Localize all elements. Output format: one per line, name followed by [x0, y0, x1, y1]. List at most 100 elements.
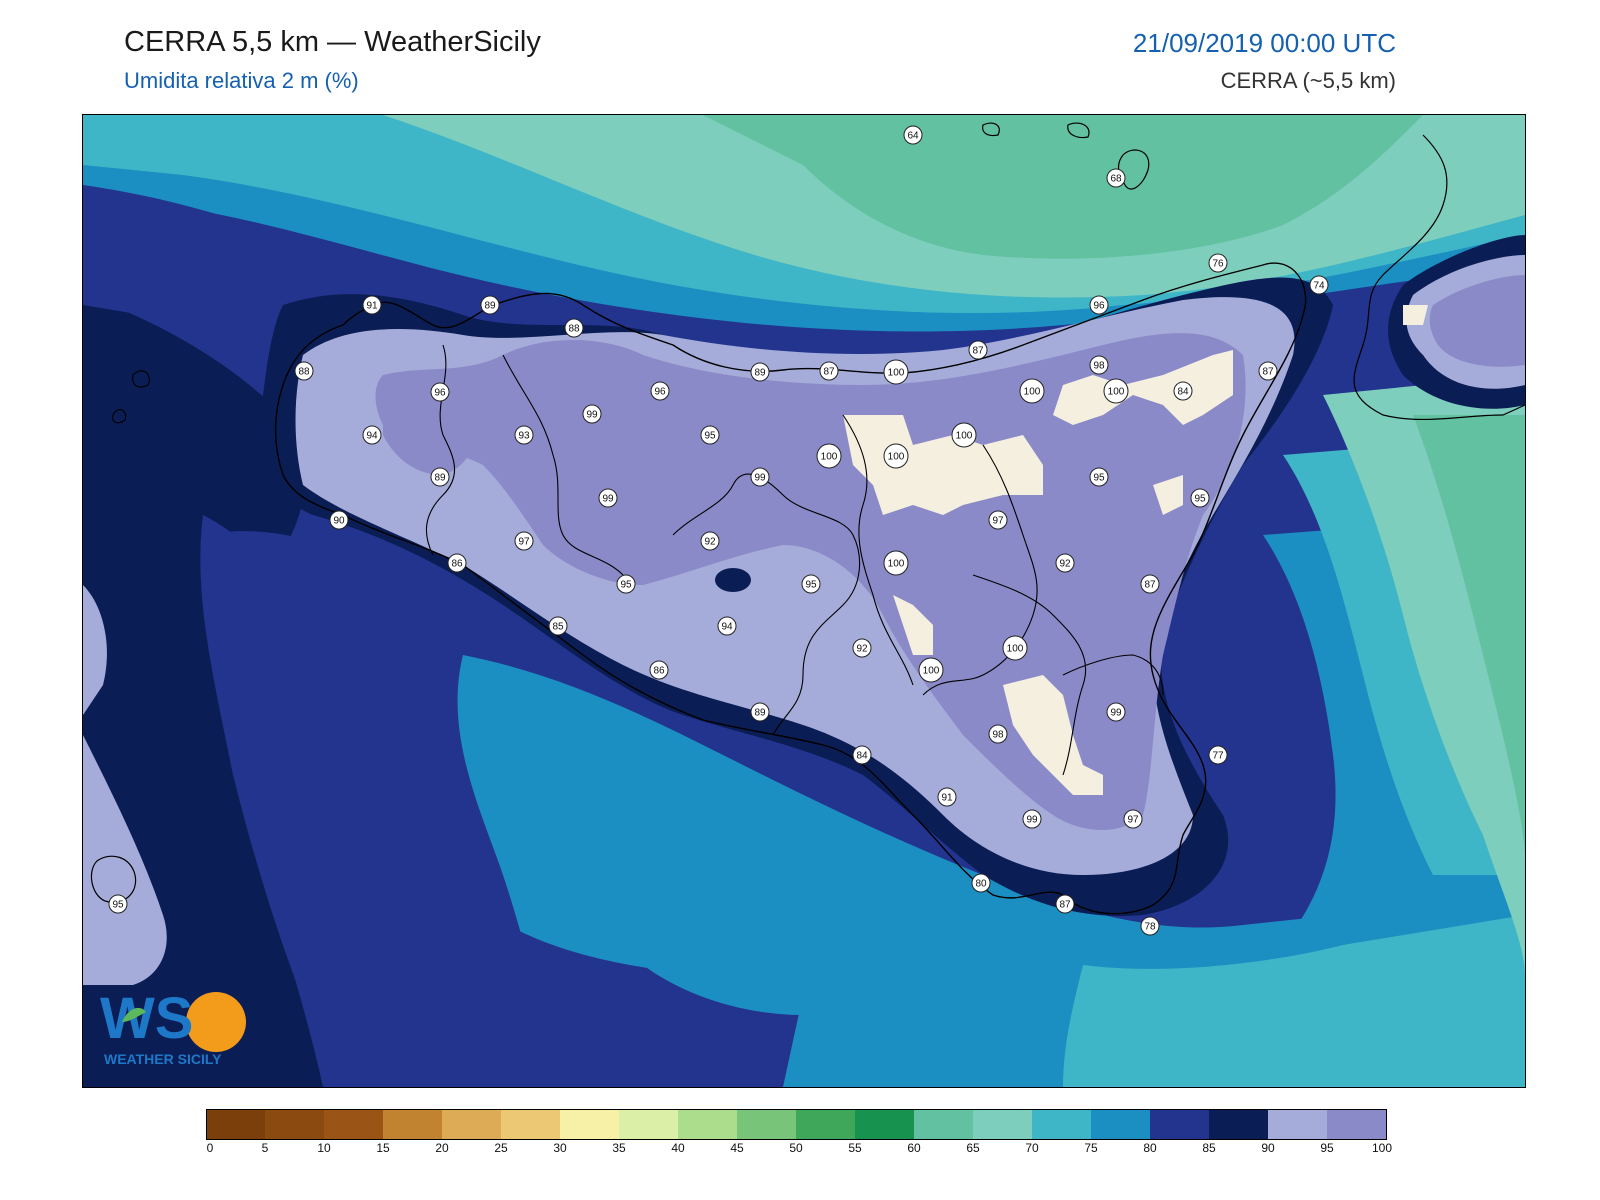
station-value: 77	[1212, 751, 1224, 762]
station-value: 87	[972, 346, 984, 357]
station-value: 89	[484, 301, 496, 312]
station-value: 88	[568, 324, 580, 335]
sicily-100-f	[1403, 305, 1428, 325]
colorbar-tick-label: 75	[1084, 1141, 1098, 1153]
station-marker	[548, 616, 568, 636]
station-marker	[819, 361, 839, 381]
colorbar-tick-label: 0	[207, 1141, 214, 1153]
colorbar-tick-label: 90	[1261, 1141, 1275, 1153]
station-value: 89	[434, 473, 446, 484]
station-marker	[1055, 553, 1075, 573]
station-value: 84	[856, 751, 868, 762]
aeolian-island-1	[982, 122, 1000, 137]
station-marker	[582, 404, 602, 424]
station-marker	[801, 574, 821, 594]
station-marker	[700, 425, 720, 445]
sicily-inner-dark	[715, 568, 751, 592]
station-marker	[650, 381, 670, 401]
station-value: 92	[704, 537, 716, 548]
colorbar-swatch	[796, 1109, 856, 1139]
valid-datetime: 21/09/2019 00:00 UTC	[1132, 28, 1396, 58]
station-marker	[1002, 635, 1028, 661]
station-value: 86	[451, 559, 463, 570]
colorbar-tick-label: 5	[262, 1141, 269, 1153]
colorbar-swatch	[206, 1109, 266, 1139]
station-value: 99	[1110, 708, 1122, 719]
station-marker	[430, 382, 450, 402]
humidity-map: 64 68 76 74 91 89 88 96 87 88 96 99 98 89 89 87 100 100 10…	[82, 114, 1526, 1088]
station-marker	[717, 616, 737, 636]
colorbar-tick-label: 15	[376, 1141, 390, 1153]
station-marker	[1019, 378, 1045, 404]
station-value: 92	[856, 644, 868, 655]
station-marker	[750, 362, 770, 382]
station-value: 87	[1262, 367, 1274, 378]
sea-band-60	[703, 115, 1423, 259]
station-value: 96	[654, 387, 666, 398]
station-marker	[1208, 745, 1228, 765]
colorbar-tick-label: 20	[435, 1141, 449, 1153]
station-marker	[1140, 916, 1160, 936]
station-marker	[750, 467, 770, 487]
colorbar-swatch	[1091, 1109, 1151, 1139]
station-value: 100	[888, 559, 905, 570]
colorbar-tick-label: 35	[612, 1141, 626, 1153]
sea-southwest-band75	[600, 855, 803, 1015]
station-value: 93	[518, 431, 530, 442]
aeolian-island-2	[1067, 122, 1090, 139]
station-value: 99	[754, 473, 766, 484]
sea-southwest-band80	[200, 515, 803, 1087]
station-value: 68	[1110, 174, 1122, 185]
station-value: 88	[298, 367, 310, 378]
station-marker	[294, 361, 314, 381]
colorbar-tick-label: 25	[494, 1141, 508, 1153]
station-marker	[903, 125, 923, 145]
colorbar-tick-label: 55	[848, 1141, 862, 1153]
colorbar-tick-label: 95	[1320, 1141, 1334, 1153]
station-marker	[1106, 168, 1126, 188]
station-marker	[883, 550, 909, 576]
leaf-icon	[122, 1007, 146, 1022]
station-value: 100	[1024, 387, 1041, 398]
station-value: 100	[956, 431, 973, 442]
station-value: 97	[992, 516, 1004, 527]
station-value: 95	[1093, 473, 1105, 484]
sea-east-band60	[1413, 415, 1525, 855]
sicily-100-c	[1003, 675, 1103, 795]
colorbar-swatch	[1327, 1109, 1387, 1139]
station-value: 94	[366, 431, 378, 442]
station-value: 98	[992, 730, 1004, 741]
station-marker	[447, 553, 467, 573]
station-marker	[1089, 295, 1109, 315]
station-value: 95	[805, 580, 817, 591]
station-value: 78	[1144, 922, 1156, 933]
calabria-band95	[1429, 275, 1525, 367]
station-marker	[852, 638, 872, 658]
station-marker	[1089, 355, 1109, 375]
sun-icon	[186, 992, 246, 1052]
sicily-100-b	[1053, 350, 1233, 425]
station-value: 97	[518, 537, 530, 548]
station-value: 94	[721, 622, 733, 633]
logo-mark: WS	[100, 986, 193, 1051]
sea-south-band70	[1063, 915, 1525, 1087]
station-marker	[1258, 361, 1278, 381]
station-value: 87	[1144, 580, 1156, 591]
station-value: 84	[1177, 387, 1189, 398]
station-markers: 64 68 76 74 91 89 88 96 87 88 96 99 98 89 89 87 100 100 10…	[108, 125, 1329, 936]
station-value: 89	[754, 708, 766, 719]
sicily-100-e	[1153, 475, 1183, 515]
station-value: 80	[975, 879, 987, 890]
colorbar: 0 5 10 15 20 25 30 35 40 45 50 55 60 65 70 75 80 85 90 95 10…	[206, 1109, 1396, 1158]
station-value: 99	[586, 410, 598, 421]
colorbar-tick-label: 30	[553, 1141, 567, 1153]
colorbar-swatch	[383, 1109, 443, 1139]
station-value: 99	[602, 494, 614, 505]
station-marker	[1022, 809, 1042, 829]
weathersicily-logo: WS WEATHER SICILY	[94, 982, 254, 1074]
colorbar-tick-label: 85	[1202, 1141, 1216, 1153]
station-marker	[1190, 488, 1210, 508]
station-value: 95	[112, 900, 124, 911]
station-value: 95	[704, 431, 716, 442]
station-marker	[988, 724, 1008, 744]
